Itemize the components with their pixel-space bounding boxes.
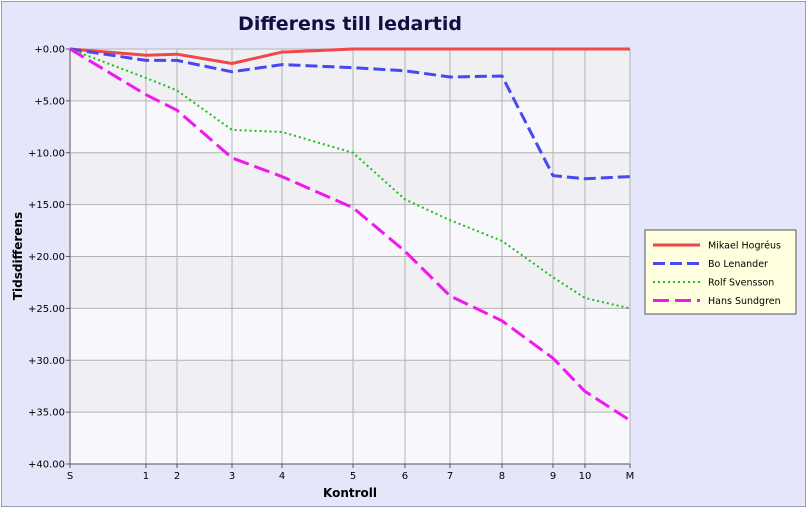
legend: Mikael Hogréus Bo Lenander Rolf Svensson Ha… (644, 229, 797, 315)
x-tick-label: 1 (143, 471, 149, 482)
y-tick-label: +30.00 (28, 356, 65, 367)
x-tick-label: 9 (550, 471, 556, 482)
x-tick-label: 5 (350, 471, 356, 482)
y-tick-label: +35.00 (28, 408, 65, 419)
plot-background (70, 49, 630, 464)
legend-label: Mikael Hogréus (708, 241, 781, 252)
y-tick-label: +10.00 (28, 148, 65, 159)
series-line (69, 47, 631, 422)
x-tick-label: 2 (174, 471, 180, 482)
x-tick-label: 8 (499, 471, 505, 482)
plot-band (70, 49, 630, 101)
chart-title: Differens till ledartid (238, 13, 462, 35)
plot-band (70, 412, 630, 464)
plot-band (70, 360, 630, 413)
legend-label: Rolf Svensson (708, 278, 774, 289)
y-tick-label: +40.00 (28, 460, 65, 471)
y-tick-label: +15.00 (28, 200, 65, 211)
legend-label: Bo Lenander (708, 259, 768, 270)
x-tick-label: 7 (447, 471, 453, 482)
x-tick-labels: S 1 2 3 4 5 6 7 8 9 10 M (67, 471, 635, 482)
axes (66, 48, 631, 468)
y-tick-label: +5.00 (34, 96, 65, 107)
y-tick-label: +0.00 (34, 45, 65, 56)
plot-band (70, 100, 630, 153)
plot-band (70, 256, 630, 309)
x-tick-label: 3 (229, 471, 235, 482)
x-tick-label: S (67, 471, 73, 482)
plot-band (70, 152, 630, 205)
series-line (69, 47, 630, 65)
y-axis-label: Tidsdifferens (11, 212, 25, 300)
series-line (69, 48, 631, 310)
plot-band (70, 204, 630, 257)
x-tick-label: M (626, 471, 635, 482)
legend-label: Hans Sundgren (708, 296, 781, 307)
y-tick-label: +20.00 (28, 252, 65, 263)
x-tick-label: 4 (279, 471, 285, 482)
y-tick-labels: +0.00 +5.00 +10.00 +15.00 +20.00 +25.00 +30.00… (28, 45, 65, 471)
x-tick-label: 10 (579, 471, 592, 482)
series-line (69, 47, 631, 181)
x-axis-label: Kontroll (323, 486, 377, 500)
series-group (69, 47, 631, 422)
plot-band (70, 308, 630, 361)
y-tick-label: +25.00 (28, 304, 65, 315)
x-tick-label: 6 (402, 471, 408, 482)
